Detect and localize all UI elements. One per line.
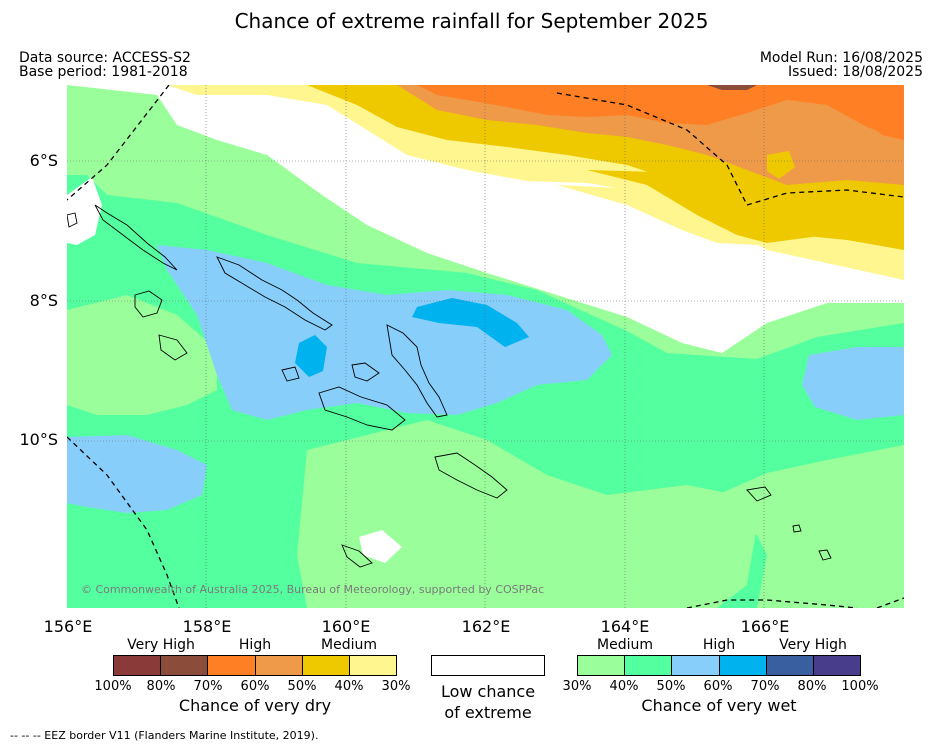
lat-label-6s: 6°S — [29, 151, 58, 170]
dry-swatch-2 — [161, 656, 209, 675]
wet-level-high: High — [702, 637, 736, 653]
rainfall-map — [67, 85, 904, 608]
region-dry-medium-2 — [587, 170, 904, 243]
wet-tick-80: 80% — [797, 679, 827, 694]
lon-label-160e: 160°E — [321, 617, 371, 636]
region-dry-very-high — [707, 85, 757, 90]
wet-tick-50: 50% — [656, 679, 686, 694]
base-period: Base period: 1981-2018 — [19, 64, 188, 80]
low-chance-line1: Low chance — [440, 682, 536, 701]
dry-swatch-1 — [114, 656, 162, 675]
dry-tick-70: 70% — [193, 679, 223, 694]
dry-level-very-high: Very High — [127, 637, 195, 653]
wet-level-medium: Medium — [597, 637, 653, 653]
region-wet-medium-south2 — [297, 420, 757, 608]
wet-tick-100: 100% — [841, 679, 879, 694]
issued-date: Issued: 18/08/2025 — [788, 64, 923, 80]
wet-tick-70: 70% — [750, 679, 780, 694]
data-source: Data source: ACCESS-S2 — [19, 50, 191, 66]
dry-level-medium: Medium — [321, 637, 377, 653]
chart-title: Chance of extreme rainfall for September… — [234, 9, 709, 33]
region-wet-high-strong-small — [295, 335, 327, 377]
lon-label-158e: 158°E — [182, 617, 232, 636]
region-dry-high — [417, 85, 904, 140]
eez-footnote: -- -- -- EEZ border V11 (Flanders Marine… — [10, 729, 319, 742]
lon-label-156e: 156°E — [43, 617, 93, 636]
region-wet-high-sw — [67, 435, 207, 513]
lon-label-164e: 164°E — [600, 617, 650, 636]
eez-borders — [67, 85, 904, 608]
lon-label-166e: 166°E — [740, 617, 790, 636]
dry-swatch-3 — [208, 656, 256, 675]
copyright-text: © Commonwealth of Australia 2025, Bureau… — [81, 583, 545, 596]
wet-swatch-1 — [578, 656, 626, 675]
wet-caption: Chance of very wet — [641, 696, 797, 715]
region-wet-medium-nw — [67, 95, 112, 175]
dry-tick-50: 50% — [287, 679, 317, 694]
model-run: Model Run: 16/08/2025 — [759, 50, 923, 66]
region-wet-high-east — [802, 347, 904, 420]
wet-swatch-5 — [766, 656, 814, 675]
dry-swatch-6 — [349, 656, 397, 675]
wet-tick-60: 60% — [703, 679, 733, 694]
region-dry-medium-spot — [767, 151, 795, 179]
wet-swatch-2 — [625, 656, 673, 675]
region-wet-high — [157, 245, 612, 420]
lat-label-8s: 8°S — [29, 291, 58, 310]
dry-level-high: High — [238, 637, 272, 653]
wet-swatch-6 — [813, 656, 861, 675]
dry-caption: Chance of very dry — [178, 696, 332, 715]
low-chance-swatch — [431, 655, 545, 676]
dry-swatch-4 — [255, 656, 303, 675]
gridlines — [67, 85, 904, 608]
dry-tick-80: 80% — [146, 679, 176, 694]
lat-label-10s: 10°S — [19, 430, 58, 449]
dry-tick-30: 30% — [381, 679, 411, 694]
wet-tick-40: 40% — [609, 679, 639, 694]
wet-swatch-3 — [672, 656, 720, 675]
wet-tick-30: 30% — [562, 679, 592, 694]
wet-level-very-high: Very High — [779, 637, 847, 653]
dry-tick-100: 100% — [94, 679, 132, 694]
dry-tick-40: 40% — [334, 679, 364, 694]
dry-tick-60: 60% — [240, 679, 270, 694]
lon-label-162e: 162°E — [461, 617, 511, 636]
dry-swatch-5 — [302, 656, 350, 675]
dry-colorbar — [113, 655, 397, 676]
region-neutral-south — [359, 530, 402, 563]
region-wet-high-strong — [412, 298, 529, 347]
low-chance-line2: of extreme — [444, 703, 532, 722]
wet-swatch-4 — [719, 656, 767, 675]
coastlines — [67, 204, 832, 568]
region-neutral-west — [67, 177, 102, 245]
wet-colorbar — [577, 655, 861, 676]
region-wet-medium-south — [67, 295, 217, 415]
region-dry-high-east — [847, 85, 904, 140]
